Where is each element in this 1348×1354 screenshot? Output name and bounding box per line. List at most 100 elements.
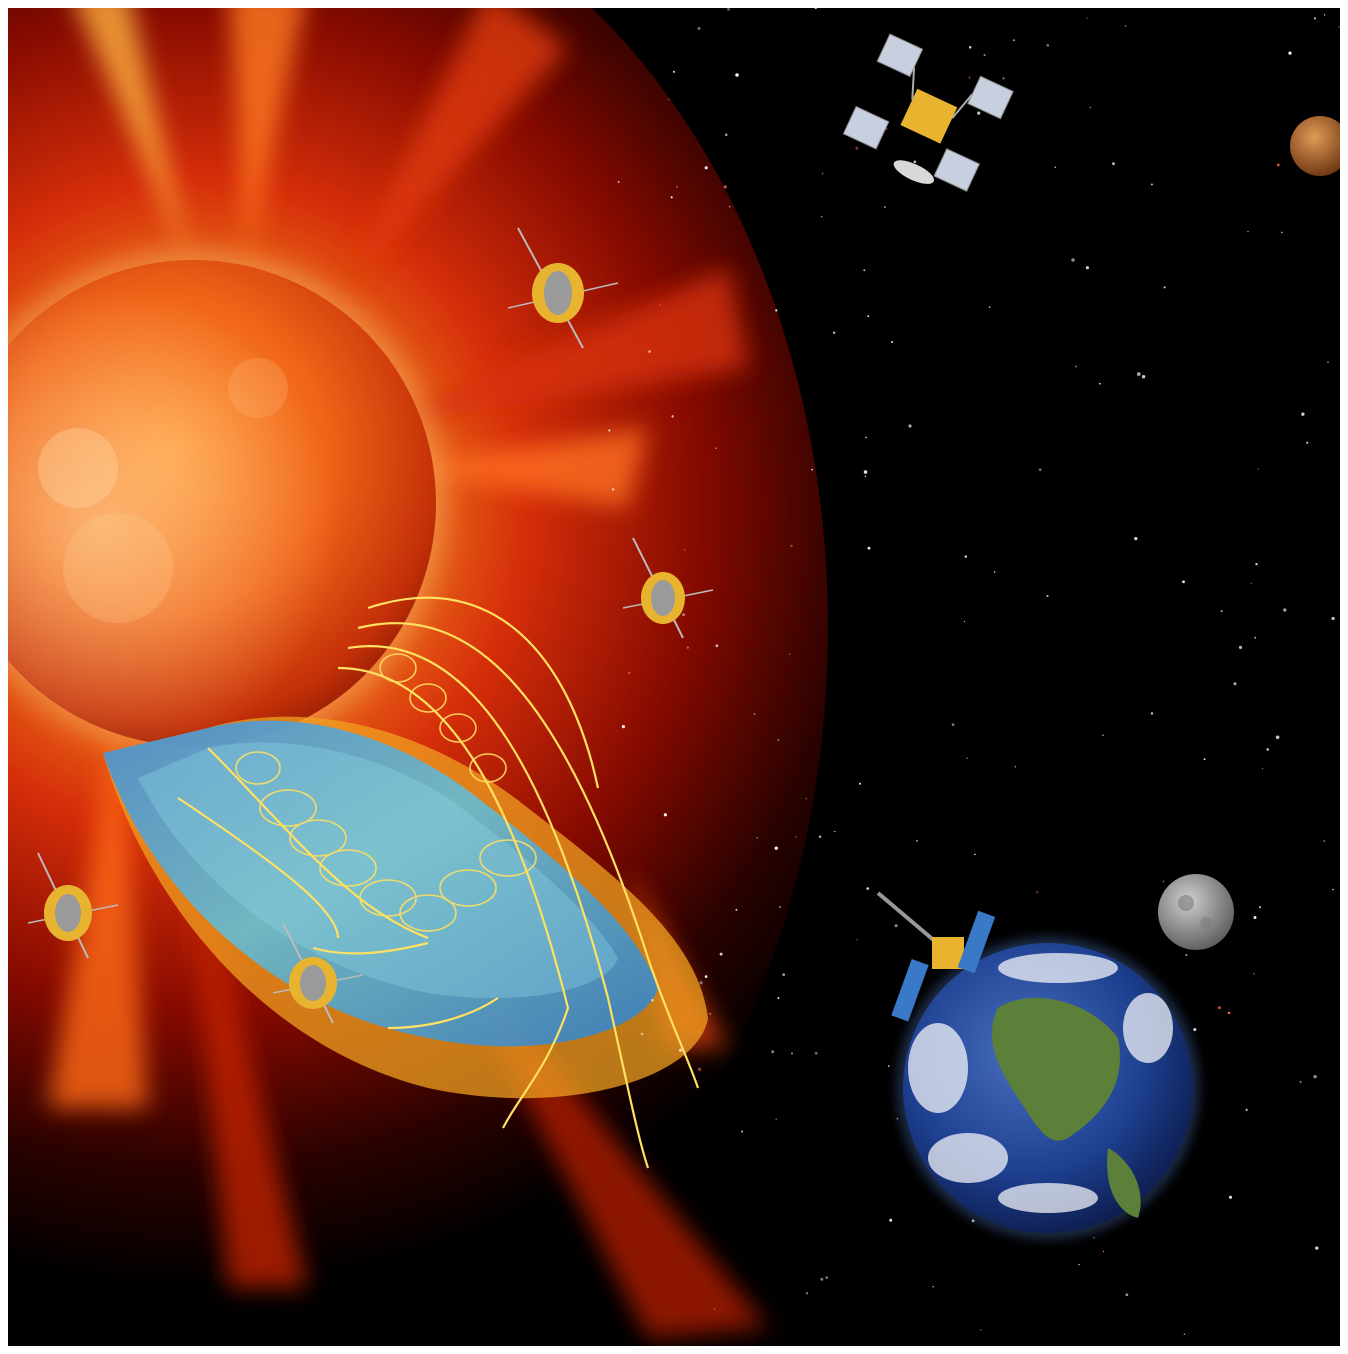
star <box>1306 441 1309 444</box>
star <box>704 975 708 978</box>
star <box>889 1218 893 1222</box>
star <box>1014 766 1017 768</box>
star <box>1245 1108 1248 1111</box>
star <box>651 999 654 1002</box>
star <box>1085 266 1089 270</box>
star <box>1247 231 1249 233</box>
star <box>1141 374 1146 379</box>
star <box>865 436 867 439</box>
star <box>1288 51 1292 55</box>
star <box>774 846 778 850</box>
star <box>1137 372 1141 376</box>
star <box>1313 1074 1317 1079</box>
star <box>735 73 739 77</box>
star <box>1227 1011 1231 1015</box>
star <box>834 830 836 833</box>
star <box>894 924 898 928</box>
gyration-loops <box>235 653 537 932</box>
star <box>704 166 708 170</box>
star <box>699 981 703 985</box>
star <box>993 571 996 573</box>
star <box>790 544 793 548</box>
star <box>980 1329 982 1331</box>
star <box>1238 645 1243 649</box>
star <box>1266 748 1269 751</box>
star <box>795 836 797 838</box>
star <box>1253 916 1257 919</box>
star <box>667 98 670 101</box>
star <box>663 813 668 817</box>
star <box>1276 163 1280 167</box>
star <box>775 309 778 312</box>
star <box>805 1292 809 1295</box>
star <box>628 671 631 675</box>
star <box>1257 468 1260 470</box>
star <box>1233 682 1237 686</box>
star <box>866 887 869 890</box>
star <box>811 468 814 471</box>
star <box>782 973 786 976</box>
star <box>832 331 836 334</box>
star <box>1089 106 1091 109</box>
starfield <box>608 8 1340 1336</box>
star <box>611 488 615 491</box>
star <box>1281 231 1283 234</box>
star <box>968 46 972 49</box>
star <box>887 1065 890 1067</box>
star <box>974 853 976 856</box>
star <box>1338 26 1340 28</box>
star <box>648 350 651 353</box>
star <box>697 26 701 30</box>
star <box>683 548 686 551</box>
star <box>1036 891 1039 894</box>
star <box>670 196 673 199</box>
star <box>821 172 824 175</box>
star <box>1150 183 1153 186</box>
star <box>1012 39 1015 42</box>
star <box>1163 286 1166 289</box>
star <box>891 341 894 343</box>
star <box>1078 1263 1080 1266</box>
star <box>678 1048 683 1053</box>
star <box>1261 767 1264 770</box>
star <box>697 1067 702 1071</box>
star <box>1046 43 1050 47</box>
star <box>863 470 868 474</box>
earth-orbit-satellite <box>876 891 996 1022</box>
star <box>1099 382 1101 385</box>
star <box>727 8 730 11</box>
star <box>825 1276 829 1279</box>
star <box>1250 582 1252 584</box>
star <box>1254 636 1257 639</box>
star <box>977 111 981 115</box>
star <box>1332 888 1334 891</box>
star <box>713 1308 716 1310</box>
probe-3 <box>27 852 119 959</box>
star <box>1002 77 1005 80</box>
star <box>1071 258 1075 262</box>
star <box>855 146 859 150</box>
star <box>723 185 727 189</box>
star <box>788 653 791 655</box>
star <box>1093 1236 1095 1239</box>
mars <box>1290 116 1340 176</box>
star <box>916 839 918 842</box>
star <box>964 620 966 623</box>
star <box>1203 758 1206 761</box>
star <box>1102 1250 1105 1253</box>
star <box>820 215 823 218</box>
earth <box>896 936 1200 1240</box>
star <box>714 447 717 450</box>
star <box>1193 1027 1197 1032</box>
star <box>1327 361 1329 363</box>
scene-svg <box>8 8 1340 1346</box>
star <box>671 415 674 418</box>
star <box>1124 25 1127 27</box>
star <box>659 304 661 306</box>
star <box>777 739 780 741</box>
star <box>672 70 676 73</box>
star <box>1074 365 1077 368</box>
star <box>1283 608 1287 612</box>
star <box>728 205 731 208</box>
star <box>988 306 991 308</box>
